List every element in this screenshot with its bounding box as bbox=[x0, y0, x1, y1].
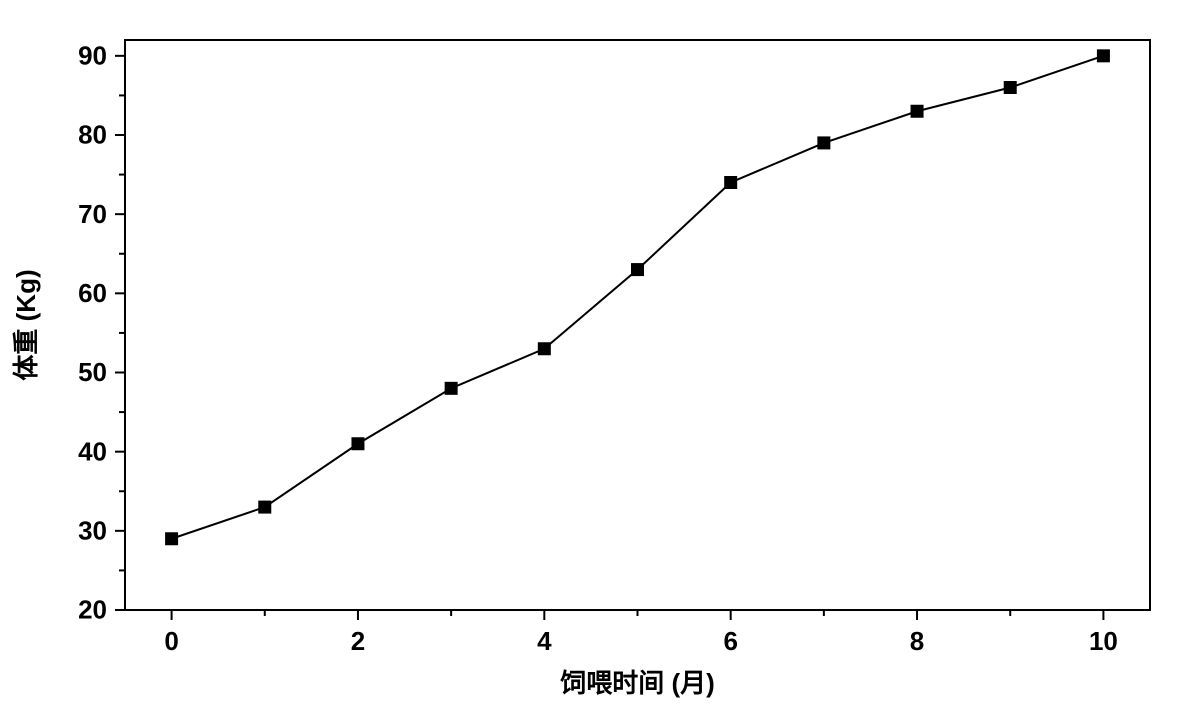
data-marker bbox=[725, 177, 737, 189]
y-tick-label: 50 bbox=[78, 357, 107, 387]
data-marker bbox=[1097, 50, 1109, 62]
data-marker bbox=[538, 343, 550, 355]
x-tick-label: 10 bbox=[1089, 626, 1118, 656]
x-tick-label: 4 bbox=[537, 626, 552, 656]
data-marker bbox=[166, 533, 178, 545]
y-tick-label: 60 bbox=[78, 278, 107, 308]
x-tick-label: 2 bbox=[351, 626, 365, 656]
data-marker bbox=[818, 137, 830, 149]
x-tick-label: 8 bbox=[910, 626, 924, 656]
x-tick-label: 6 bbox=[723, 626, 737, 656]
y-tick-label: 20 bbox=[78, 595, 107, 625]
y-tick-label: 40 bbox=[78, 436, 107, 466]
x-tick-label: 0 bbox=[164, 626, 178, 656]
data-marker bbox=[632, 264, 644, 276]
data-marker bbox=[1004, 82, 1016, 94]
data-marker bbox=[911, 105, 923, 117]
y-axis-title: 体重 (Kg) bbox=[11, 269, 41, 380]
data-marker bbox=[259, 501, 271, 513]
data-marker bbox=[352, 438, 364, 450]
y-tick-label: 30 bbox=[78, 516, 107, 546]
line-chart: 0 2 4 6 8 10 20 30 40 50 60 70 80 90 饲喂时间 (月) 体重 (Kg) bbox=[0, 0, 1193, 723]
y-tick-label: 70 bbox=[78, 199, 107, 229]
y-tick-label: 80 bbox=[78, 120, 107, 150]
chart-container: 0 2 4 6 8 10 20 30 40 50 60 70 80 90 饲喂时间 (月) 体重 (Kg) bbox=[0, 0, 1193, 723]
y-tick-label: 90 bbox=[78, 41, 107, 71]
data-marker bbox=[445, 382, 457, 394]
chart-background bbox=[0, 0, 1193, 723]
x-axis-title: 饲喂时间 (月) bbox=[559, 668, 715, 698]
